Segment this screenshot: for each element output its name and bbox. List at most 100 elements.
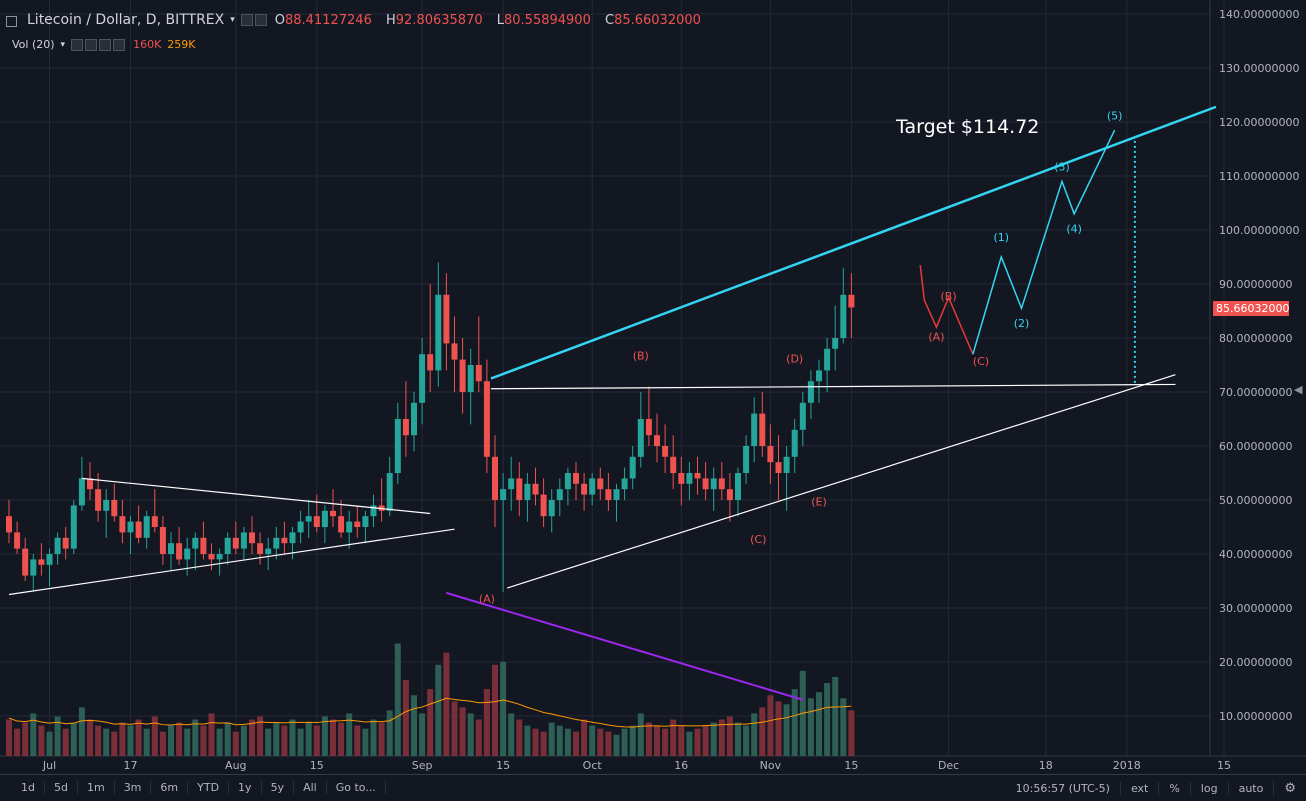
volume-bar	[111, 731, 118, 756]
volume-bar	[443, 652, 450, 756]
candle-body	[62, 537, 69, 549]
candle-body	[589, 478, 596, 495]
candle-body	[637, 419, 644, 457]
volume-ma-value: 259K	[167, 38, 196, 51]
candle-body	[807, 381, 814, 403]
volume-bar	[330, 719, 336, 756]
volume-bar	[411, 695, 417, 756]
volume-bar	[338, 722, 345, 756]
volume-bar	[516, 719, 523, 756]
candle-body	[224, 537, 231, 554]
time-tick-label: Oct	[583, 759, 603, 772]
volume-bar	[718, 719, 725, 756]
volume-bar	[386, 710, 393, 756]
volume-bar	[297, 728, 304, 756]
volume-bar	[654, 725, 660, 756]
volume-bar	[38, 725, 45, 756]
candle-body	[411, 402, 417, 436]
wave-label-red: (C)	[750, 533, 766, 546]
timeframe-goto[interactable]: Go to...	[327, 781, 386, 794]
price-tick-label: 70.00000000	[1219, 386, 1292, 399]
price-chart[interactable]: (A) (B) (C) (D) (E) (A) (B) (C) (1) (2) (3) (4) (5) 1…	[0, 0, 1306, 774]
settings-gear-icon[interactable]: ⚙	[1273, 781, 1306, 796]
timeframe-1y[interactable]: 1y	[229, 781, 262, 794]
volume-bar	[103, 728, 110, 756]
candle-body	[135, 521, 142, 538]
timeframe-1d[interactable]: 1d	[12, 781, 45, 794]
right-controls: 10:56:57 (UTC-5) ext % log auto ⚙	[1006, 781, 1306, 796]
candle-body	[216, 554, 223, 560]
candle-body	[321, 510, 328, 527]
volume-bar	[427, 689, 434, 756]
symbol-title[interactable]: Litecoin / Dollar, D, BITTREX	[27, 12, 225, 28]
volume-bar	[127, 725, 134, 756]
symbol-dropdown-icon[interactable]: ▾	[230, 15, 235, 25]
timeframe-5y[interactable]: 5y	[262, 781, 295, 794]
plus-icon[interactable]	[99, 39, 112, 51]
time-tick-label: 15	[310, 759, 324, 772]
volume-bar	[281, 725, 288, 756]
timeframe-6m[interactable]: 6m	[151, 781, 189, 794]
candle-body	[143, 516, 150, 538]
wave-label-cyan: (3)	[1054, 161, 1070, 174]
log-toggle[interactable]: log	[1189, 782, 1228, 795]
volume-bar	[119, 722, 126, 756]
candle-body	[419, 354, 426, 403]
price-tick-label: 110.00000000	[1219, 170, 1299, 183]
volume-bar	[751, 713, 758, 756]
target-annotation: Target $114.72	[896, 116, 1040, 138]
candle-body	[443, 294, 450, 344]
volume-bar	[257, 716, 264, 756]
candle-body	[726, 489, 733, 500]
volume-bar	[783, 704, 790, 756]
wave-label-red: (B)	[633, 350, 649, 363]
candle-body	[305, 516, 312, 522]
volume-indicator-label[interactable]: Vol (20)	[12, 38, 55, 51]
volume-bar	[22, 722, 29, 756]
wave-label-red: (A)	[479, 593, 495, 606]
gear-icon[interactable]	[85, 39, 98, 51]
candle-body	[735, 473, 741, 500]
timeframe-1m[interactable]: 1m	[78, 781, 115, 794]
timeframe-3m[interactable]: 3m	[115, 781, 152, 794]
timeframe-all[interactable]: All	[294, 781, 327, 794]
volume-bar	[710, 722, 717, 756]
candle-body	[459, 359, 466, 392]
candle-body	[338, 516, 345, 533]
timeframe-ytd[interactable]: YTD	[188, 781, 230, 794]
price-tick-label: 80.00000000	[1219, 332, 1292, 345]
candle-body	[54, 537, 61, 554]
volume-bar	[305, 722, 312, 756]
candle-body	[127, 521, 134, 533]
volume-bar	[54, 716, 61, 756]
candle-body	[573, 473, 579, 484]
volume-bar	[508, 713, 515, 756]
volume-bar	[564, 728, 571, 756]
eye-icon[interactable]	[71, 39, 84, 51]
volume-bar	[816, 692, 822, 756]
candle-body	[702, 478, 709, 490]
candle-body	[500, 489, 507, 500]
low-prefix: L	[496, 12, 504, 28]
volume-dropdown-icon[interactable]: ▾	[60, 39, 66, 50]
volume-bar	[273, 722, 280, 756]
volume-bar	[483, 689, 490, 756]
close-icon[interactable]	[113, 39, 126, 51]
auto-toggle[interactable]: auto	[1227, 782, 1274, 795]
hide-icon[interactable]	[254, 14, 267, 26]
scroll-handle-icon[interactable]: ◀	[1294, 383, 1303, 396]
candle-body	[111, 500, 118, 517]
volume-bar	[524, 725, 531, 756]
collapse-legend-icon[interactable]	[6, 15, 17, 27]
candle-body	[330, 510, 336, 517]
volume-legend: Vol (20) ▾ 160K 259K	[12, 38, 196, 51]
percent-toggle[interactable]: %	[1158, 782, 1189, 795]
volume-bar	[378, 722, 385, 756]
candle-body	[605, 489, 612, 500]
settings-icon[interactable]	[240, 14, 253, 26]
close-prefix: C	[604, 12, 615, 28]
ext-toggle[interactable]: ext	[1119, 782, 1158, 795]
volume-bar	[735, 722, 741, 756]
volume-bar	[645, 722, 652, 756]
timeframe-5d[interactable]: 5d	[45, 781, 78, 794]
